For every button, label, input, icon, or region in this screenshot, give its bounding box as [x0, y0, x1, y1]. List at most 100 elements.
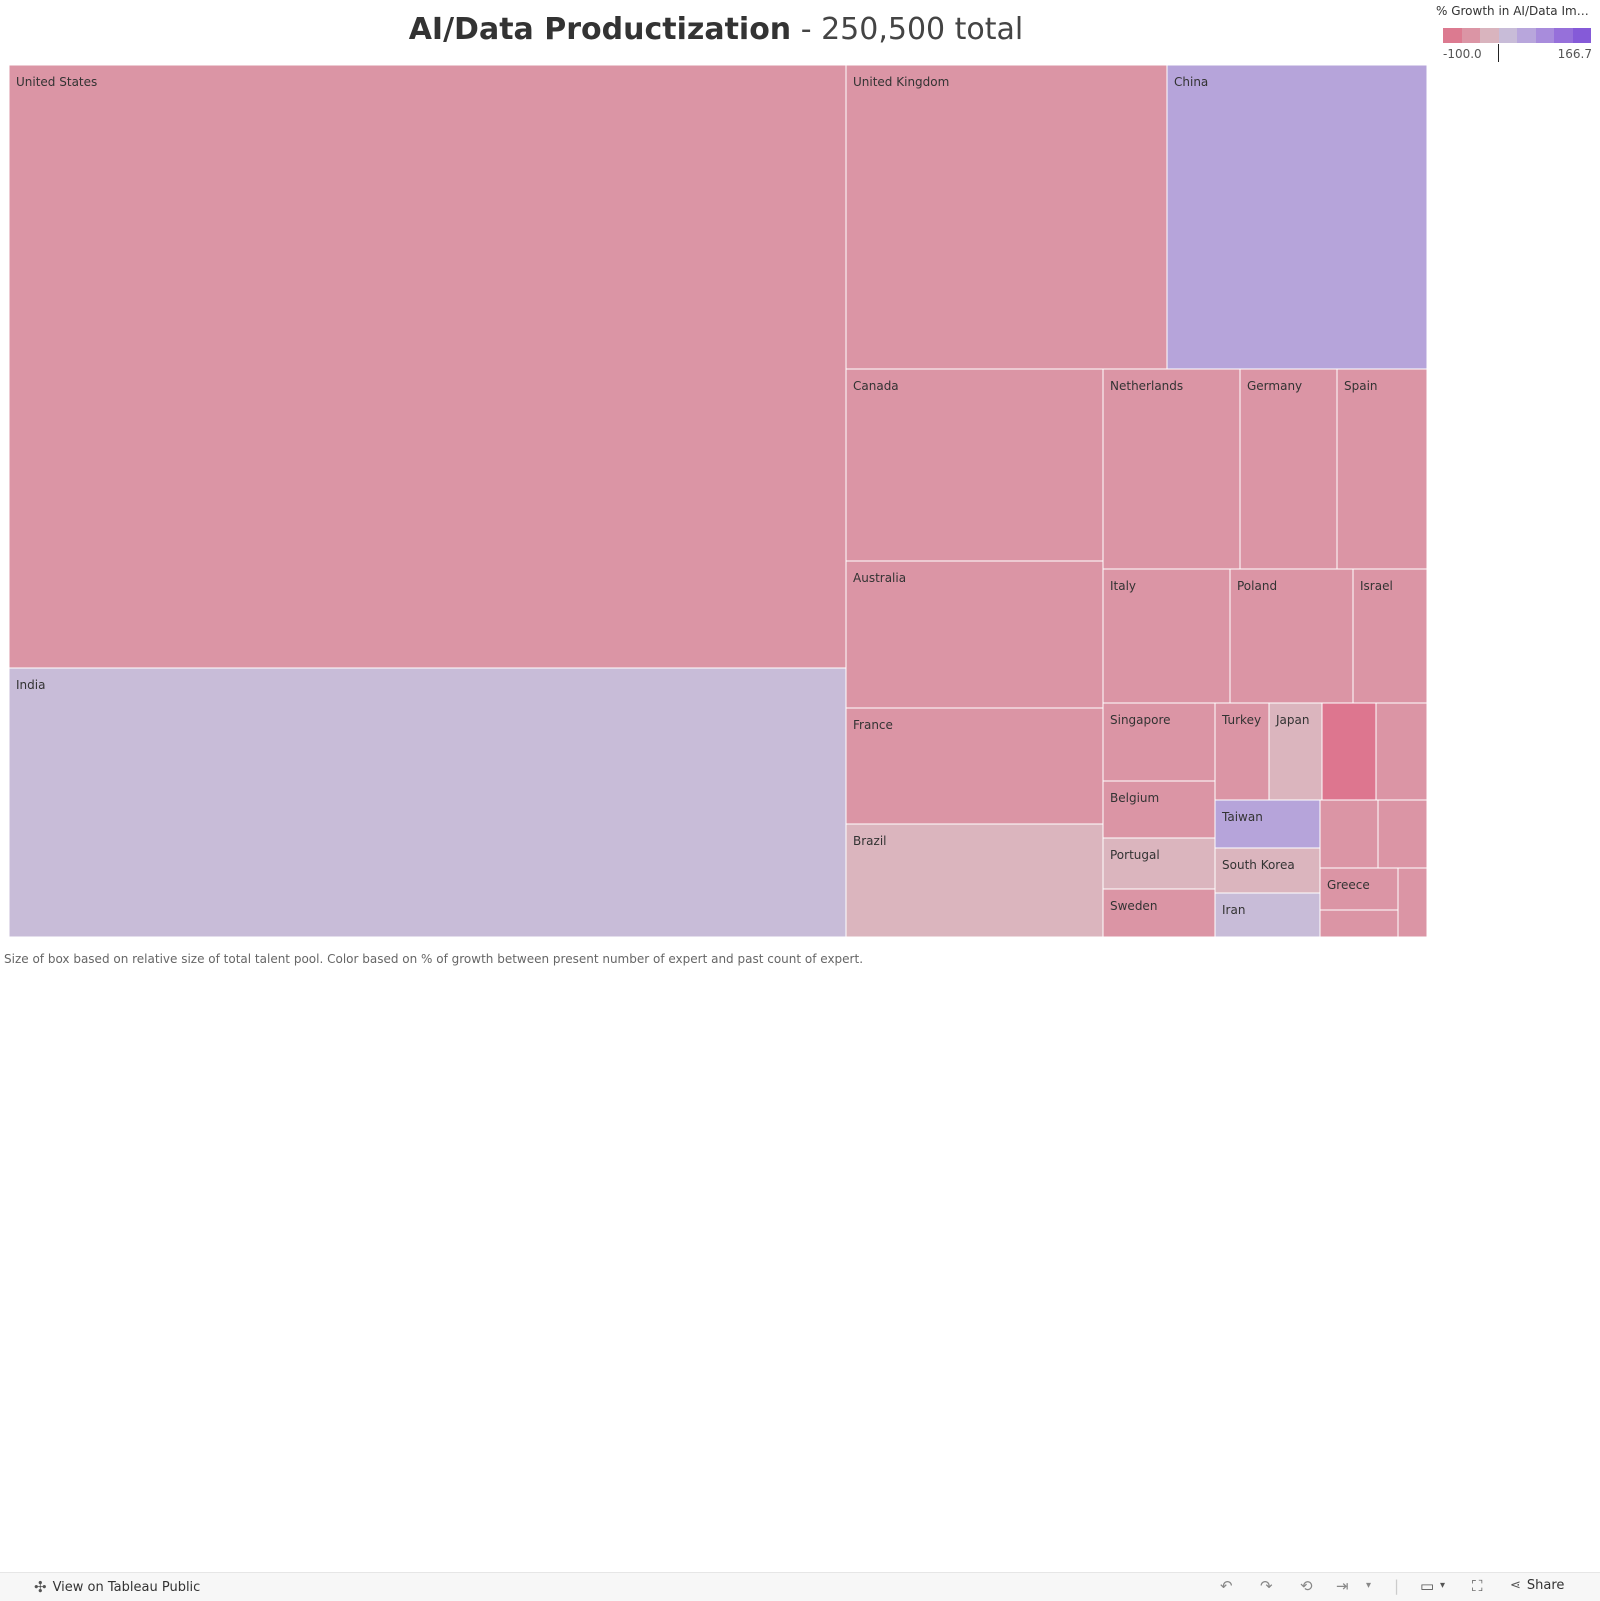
treemap-cell[interactable]: Netherlands [1102, 368, 1241, 570]
treemap-label: Belgium [1110, 791, 1159, 805]
treemap-label: Greece [1327, 878, 1370, 892]
treemap-rect[interactable] [1102, 568, 1231, 704]
treemap-cell[interactable]: Portugal [1102, 837, 1216, 890]
treemap-label: Italy [1110, 579, 1136, 593]
treemap-rect[interactable] [1102, 702, 1216, 782]
treemap-label: France [853, 718, 893, 732]
treemap-cell[interactable] [1377, 799, 1428, 869]
treemap-cell[interactable]: United Kingdom [845, 64, 1168, 370]
treemap-cell[interactable] [1397, 867, 1428, 938]
view-on-tableau-link[interactable]: ✣ View on Tableau Public [34, 1578, 200, 1596]
treemap-cell[interactable]: Spain [1336, 368, 1428, 570]
treemap-label: Brazil [853, 834, 887, 848]
treemap-rect[interactable] [1229, 568, 1354, 704]
treemap-cell[interactable]: Poland [1229, 568, 1354, 704]
treemap-label: Turkey [1221, 713, 1261, 727]
treemap-rect[interactable] [8, 64, 847, 669]
treemap-label: South Korea [1222, 858, 1295, 872]
treemap-rect[interactable] [1319, 909, 1399, 938]
treemap-cell[interactable]: Germany [1239, 368, 1338, 570]
treemap-rect[interactable] [1166, 64, 1428, 370]
color-legend[interactable]: % Growth in AI/Data Impl... -100.0 166.7 [1436, 4, 1596, 62]
treemap-cell[interactable]: Australia [845, 560, 1104, 709]
chart-title-main: AI/Data Productization [408, 12, 792, 47]
treemap-cell[interactable] [1319, 909, 1399, 938]
legend-color-ramp [1443, 28, 1591, 43]
treemap-cell[interactable]: Taiwan [1214, 799, 1321, 849]
treemap-cell[interactable]: Japan [1268, 702, 1323, 801]
treemap-rect[interactable] [1352, 568, 1428, 704]
share-button[interactable]: ⋖ Share [1510, 1578, 1564, 1593]
undo-icon[interactable]: ↶ [1220, 1577, 1233, 1595]
treemap-label: Germany [1247, 379, 1302, 393]
legend-title: % Growth in AI/Data Impl... [1436, 4, 1596, 18]
treemap-cell[interactable]: Brazil [845, 823, 1104, 938]
treemap-cell[interactable]: France [845, 707, 1104, 825]
treemap-cell[interactable]: Israel [1352, 568, 1428, 704]
treemap-label: United States [16, 75, 97, 89]
treemap-rect[interactable] [1214, 892, 1321, 938]
treemap-rect[interactable] [1377, 799, 1428, 869]
legend-swatch [1554, 28, 1573, 43]
treemap-rect[interactable] [1214, 702, 1270, 801]
treemap-cell[interactable]: Greece [1319, 867, 1399, 911]
treemap-cell[interactable]: China [1166, 64, 1428, 370]
refresh-icon[interactable]: ⇥ [1336, 1577, 1349, 1595]
treemap-label: Netherlands [1110, 379, 1183, 393]
treemap-rect[interactable] [8, 667, 847, 938]
legend-swatch [1517, 28, 1536, 43]
treemap-cell[interactable]: South Korea [1214, 847, 1321, 894]
treemap-rect[interactable] [1336, 368, 1428, 570]
treemap-rect[interactable] [1319, 799, 1379, 869]
presentation-dropdown-icon[interactable]: ▾ [1440, 1580, 1446, 1591]
treemap-cell[interactable]: Canada [845, 368, 1104, 562]
legend-swatch [1461, 28, 1480, 43]
share-icon: ⋖ [1510, 1578, 1521, 1593]
refresh-dropdown-icon[interactable]: ▾ [1366, 1580, 1372, 1591]
legend-swatch [1480, 28, 1499, 43]
treemap-label: Australia [853, 571, 906, 585]
treemap-rect[interactable] [1375, 702, 1428, 801]
treemap-cell[interactable] [1319, 799, 1379, 869]
treemap-cell[interactable]: Singapore [1102, 702, 1216, 782]
treemap-rect[interactable] [1102, 837, 1216, 890]
treemap-rect[interactable] [1214, 847, 1321, 894]
presentation-icon[interactable]: ▭ [1420, 1577, 1435, 1595]
treemap-rect[interactable] [845, 560, 1104, 709]
treemap-label: Sweden [1110, 899, 1157, 913]
treemap-cell[interactable]: India [8, 667, 847, 938]
legend-swatch [1498, 28, 1517, 43]
legend-min-label: -100.0 [1443, 47, 1482, 61]
redo-icon[interactable]: ↷ [1260, 1577, 1273, 1595]
treemap-cell[interactable]: Iran [1214, 892, 1321, 938]
treemap-rect[interactable] [1321, 702, 1377, 801]
treemap-cell[interactable]: Belgium [1102, 780, 1216, 839]
treemap-label: China [1174, 75, 1208, 89]
treemap-label: Iran [1222, 903, 1245, 917]
revert-icon[interactable]: ⟲ [1300, 1577, 1313, 1595]
treemap-label: Japan [1275, 713, 1309, 727]
treemap-rect[interactable] [845, 823, 1104, 938]
treemap-rect[interactable] [845, 368, 1104, 562]
treemap-rect[interactable] [1397, 867, 1428, 938]
view-on-tableau-label: View on Tableau Public [52, 1579, 201, 1595]
treemap-rect[interactable] [1319, 867, 1399, 911]
treemap-rect[interactable] [1214, 799, 1321, 849]
fullscreen-icon[interactable]: ⛶ [1472, 1577, 1483, 1595]
treemap-label: Poland [1237, 579, 1277, 593]
treemap-cell[interactable]: United States [8, 64, 847, 669]
treemap-cell[interactable]: Sweden [1102, 888, 1216, 938]
treemap-cell[interactable]: Turkey [1214, 702, 1270, 801]
treemap-rect[interactable] [1102, 888, 1216, 938]
treemap-cell[interactable]: Italy [1102, 568, 1231, 704]
treemap-rect[interactable] [845, 64, 1168, 370]
treemap-label: India [16, 678, 45, 692]
treemap-cell[interactable] [1375, 702, 1428, 801]
treemap-rect[interactable] [1102, 368, 1241, 570]
treemap-rect[interactable] [1239, 368, 1338, 570]
treemap-cell[interactable] [1321, 702, 1377, 801]
share-label: Share [1526, 1578, 1565, 1593]
treemap-rect[interactable] [1102, 780, 1216, 839]
treemap-label: Israel [1360, 579, 1393, 593]
toolbar-divider: | [1394, 1577, 1400, 1595]
